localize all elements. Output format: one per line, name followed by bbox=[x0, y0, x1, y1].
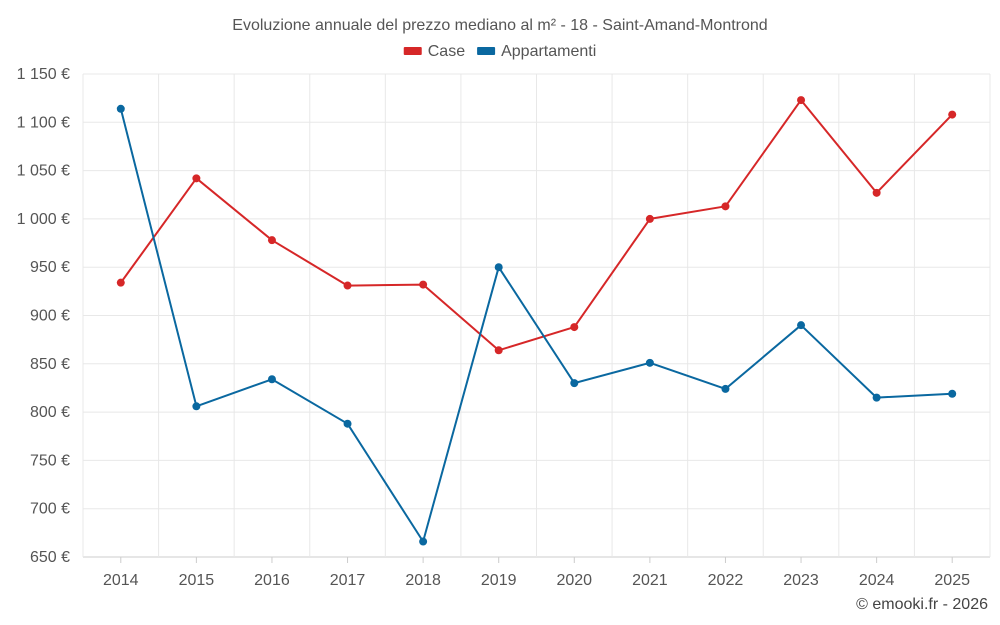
legend-swatch bbox=[403, 47, 422, 55]
y-tick-label: 950 € bbox=[30, 259, 70, 276]
y-tick-label: 700 € bbox=[30, 501, 70, 518]
y-tick-label: 750 € bbox=[30, 452, 70, 469]
y-tick-label: 1 050 € bbox=[17, 163, 70, 180]
y-tick-label: 1 000 € bbox=[17, 211, 70, 228]
x-tick-label: 2014 bbox=[103, 572, 139, 589]
data-point[interactable] bbox=[721, 384, 730, 393]
data-point[interactable] bbox=[948, 389, 957, 398]
data-point[interactable] bbox=[948, 110, 957, 119]
legend-item-case[interactable]: Case bbox=[403, 43, 465, 60]
x-tick-label: 2020 bbox=[556, 572, 592, 589]
grid bbox=[82, 73, 991, 558]
data-point[interactable] bbox=[419, 537, 428, 546]
y-tick-label: 1 150 € bbox=[17, 66, 70, 83]
data-point[interactable] bbox=[116, 278, 125, 287]
data-point[interactable] bbox=[192, 174, 201, 183]
series-line bbox=[119, 108, 953, 543]
y-tick-label: 650 € bbox=[30, 549, 70, 566]
data-point[interactable] bbox=[494, 346, 503, 355]
data-point[interactable] bbox=[343, 281, 352, 290]
data-point[interactable] bbox=[570, 323, 579, 332]
credit-text: © emooki.fr - 2026 bbox=[856, 596, 988, 613]
y-tick-label: 850 € bbox=[30, 356, 70, 373]
x-tick-label: 2023 bbox=[783, 572, 819, 589]
data-point[interactable] bbox=[267, 236, 276, 245]
data-point[interactable] bbox=[343, 419, 352, 428]
data-point[interactable] bbox=[192, 402, 201, 411]
data-point[interactable] bbox=[797, 321, 806, 330]
y-tick-label: 1 100 € bbox=[17, 114, 70, 131]
legend-label: Appartamenti bbox=[501, 43, 596, 60]
y-tick-label: 800 € bbox=[30, 404, 70, 421]
data-point[interactable] bbox=[872, 393, 881, 402]
x-tick-label: 2025 bbox=[934, 572, 970, 589]
x-tick-label: 2016 bbox=[254, 572, 290, 589]
series-case bbox=[116, 96, 957, 355]
x-tick-label: 2018 bbox=[405, 572, 441, 589]
series-layer bbox=[116, 96, 957, 546]
data-point[interactable] bbox=[267, 375, 276, 384]
x-tick-label: 2019 bbox=[481, 572, 517, 589]
legend-item-appartamenti[interactable]: Appartamenti bbox=[477, 43, 596, 60]
y-axis: 650 € 700 € 750 € 800 € 850 € 900 € 950 € 1 000… bbox=[17, 66, 70, 566]
chart-title: Evoluzione annuale del prezzo mediano al… bbox=[232, 17, 767, 34]
data-point[interactable] bbox=[872, 188, 881, 197]
data-point[interactable] bbox=[419, 280, 428, 289]
legend: Case Appartamenti bbox=[403, 43, 596, 60]
x-tick-label: 2015 bbox=[179, 572, 215, 589]
x-tick-label: 2024 bbox=[859, 572, 895, 589]
data-point[interactable] bbox=[494, 263, 503, 272]
data-point[interactable] bbox=[116, 104, 125, 113]
data-point[interactable] bbox=[721, 202, 730, 211]
series-appartamenti bbox=[116, 104, 957, 546]
data-point[interactable] bbox=[645, 358, 654, 367]
legend-swatch bbox=[477, 47, 496, 55]
series-line bbox=[119, 99, 953, 352]
x-tick-label: 2017 bbox=[330, 572, 366, 589]
data-point[interactable] bbox=[570, 379, 579, 388]
x-tick-label: 2022 bbox=[708, 572, 744, 589]
legend-label: Case bbox=[428, 43, 465, 60]
data-point[interactable] bbox=[645, 214, 654, 223]
data-point[interactable] bbox=[797, 96, 806, 105]
x-axis: 2014 2015 2016 2017 2018 2019 2020 2021 2022 2023… bbox=[103, 557, 970, 589]
y-tick-label: 900 € bbox=[30, 308, 70, 325]
x-tick-label: 2021 bbox=[632, 572, 668, 589]
